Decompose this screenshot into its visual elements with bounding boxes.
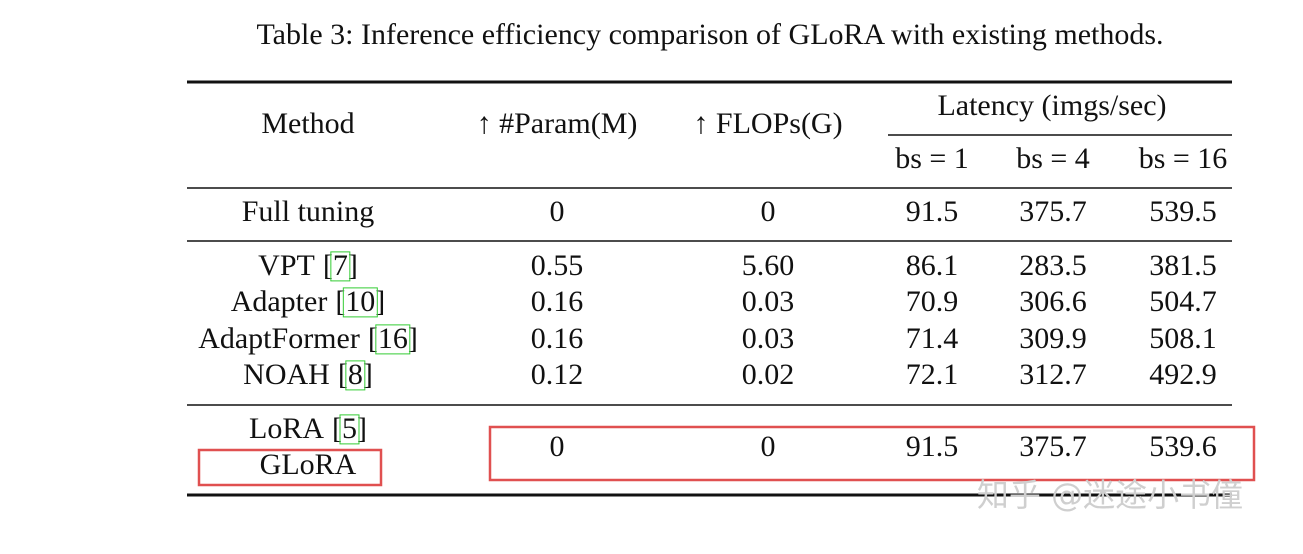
cell: 91.5 [906,195,959,228]
header-method: Method [261,107,354,140]
header-bs: bs = 4 [1016,142,1090,175]
header-param: ↑ #Param(M) [477,107,638,140]
citation: [5] [332,412,367,445]
cell: 0.16 [531,322,584,355]
method-name: VPT [258,249,315,282]
method: LoRA [5] [249,412,367,445]
cell: 86.1 [906,249,959,282]
cell: 0 [761,195,776,228]
highlight-box [197,448,383,487]
cell: 0.12 [531,358,584,391]
cell: 309.9 [1019,322,1087,355]
cell: 375.7 [1019,195,1087,228]
cell: 508.1 [1149,322,1217,355]
method-name: LoRA [249,412,324,445]
method: Adapter [10] [231,285,386,318]
cell: 0 [550,430,565,463]
caption: Table 3: Inference efficiency comparison… [256,18,1163,51]
method: Full tuning [242,195,375,228]
cell: 0.03 [742,285,795,318]
citation-box [339,414,360,445]
cell: 306.6 [1019,285,1087,318]
cell: 504.7 [1149,285,1217,318]
cell: 0.02 [742,358,795,391]
header-flops: ↑ FLOPs(G) [693,107,842,140]
cell: 5.60 [742,249,795,282]
citation: [10] [335,285,385,318]
header-bs: bs = 16 [1139,142,1228,175]
cell: 0.55 [531,249,584,282]
cell: 72.1 [906,358,959,391]
watermark: 知乎 @迷途小书僮 [977,476,1243,514]
cell: 0 [761,430,776,463]
citation-box [330,251,351,282]
header-bs: bs = 1 [895,142,969,175]
method-name: AdaptFormer [198,322,360,355]
highlight-box [488,425,1256,482]
citation-box [345,360,366,391]
cell: 0.16 [531,285,584,318]
cell: 71.4 [906,322,959,355]
citation-box [375,324,411,355]
cell: 312.7 [1019,358,1087,391]
method: NOAH [8] [243,358,373,391]
method-name: GLoRA [260,448,357,481]
cell: 381.5 [1149,249,1217,282]
header-latency: Latency (imgs/sec) [937,89,1166,122]
method-name: Adapter [231,285,328,318]
method-name: Full tuning [242,195,375,228]
method-name: NOAH [243,358,330,391]
cell: 70.9 [906,285,959,318]
cell: 91.5 [906,430,959,463]
citation: [16] [368,322,418,355]
citation: [7] [323,249,358,282]
cell: 0 [550,195,565,228]
cell: 539.5 [1149,195,1217,228]
cell: 539.6 [1149,430,1217,463]
method: VPT [7] [258,249,358,282]
method: GLoRA [260,448,357,481]
cell: 283.5 [1019,249,1087,282]
citation-box [342,287,378,318]
citation: [8] [338,358,373,391]
cell: 492.9 [1149,358,1217,391]
cell: 375.7 [1019,430,1087,463]
method: AdaptFormer [16] [198,322,418,355]
cell: 0.03 [742,322,795,355]
